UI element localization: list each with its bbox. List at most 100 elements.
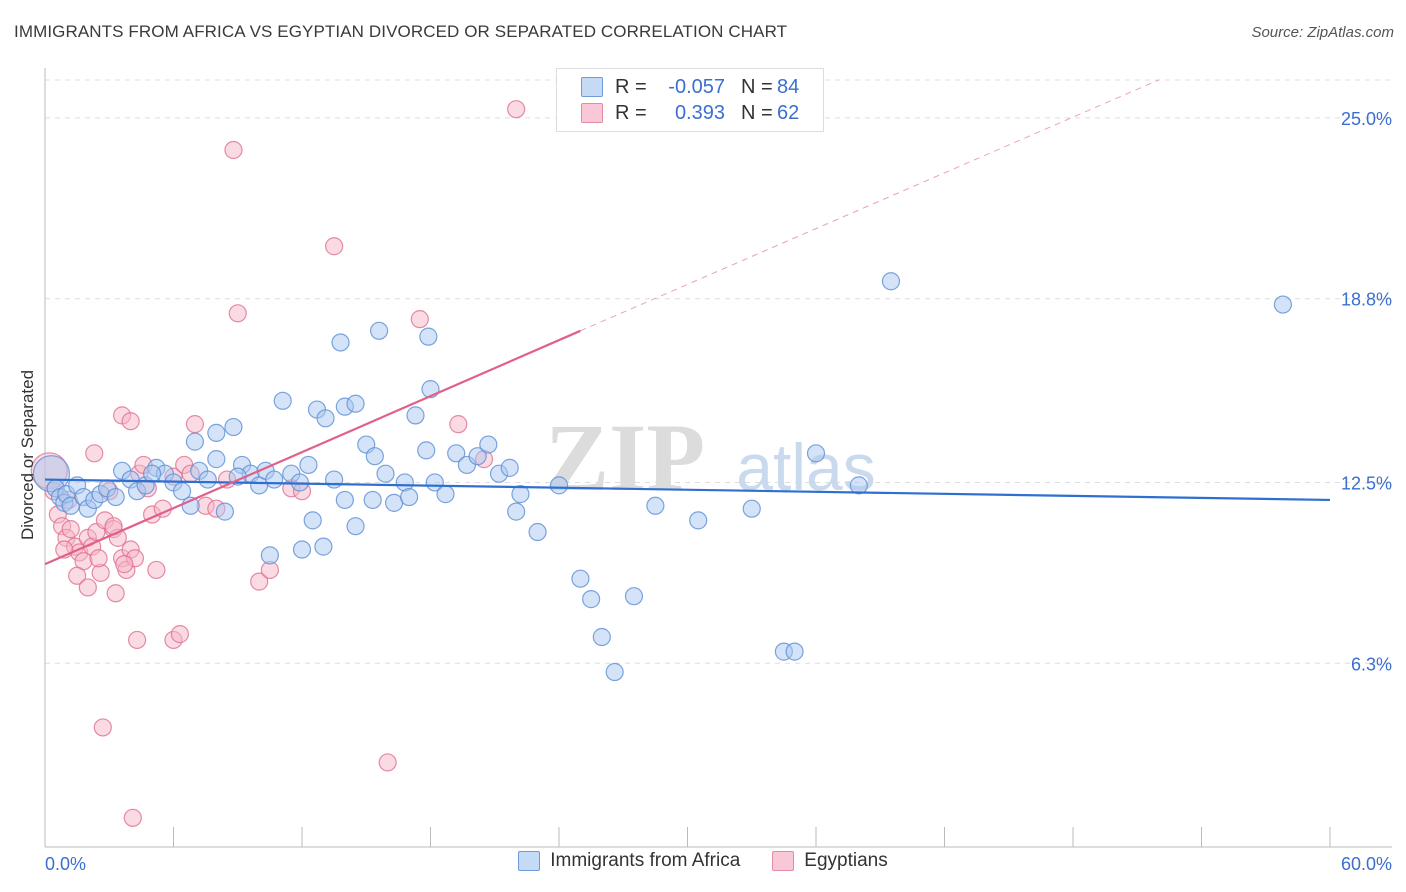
africa-point — [346, 394, 365, 413]
series-legend: Immigrants from Africa Egyptians — [0, 850, 1406, 872]
africa-point — [549, 476, 569, 495]
stats-legend: R = -0.057 N = 84 R = 0.393 N = 62 — [556, 68, 824, 132]
africa-point — [370, 321, 389, 340]
watermark-zip: ZIP — [545, 404, 705, 511]
egyptians-point — [228, 304, 247, 323]
stats-row-egyptians: R = 0.393 N = 62 — [581, 100, 799, 126]
africa-point — [646, 496, 665, 515]
n-value-africa: 84 — [777, 75, 800, 98]
legend-item-africa[interactable]: Immigrants from Africa — [518, 850, 740, 872]
africa-point — [605, 662, 624, 682]
africa-point — [215, 502, 234, 521]
africa-point — [335, 490, 354, 510]
africa-point — [316, 409, 335, 428]
africa-point — [436, 485, 455, 504]
africa-point — [571, 569, 590, 588]
africa-point — [742, 499, 761, 518]
egyptians-point — [89, 549, 108, 568]
r-value-egyptians: 0.393 — [674, 101, 725, 124]
africa-point — [785, 642, 804, 661]
x-tick-label: 0.0% — [45, 854, 86, 874]
egyptians-point — [250, 572, 269, 591]
africa-point — [419, 327, 438, 346]
africa-point — [142, 464, 162, 483]
africa-point — [624, 587, 644, 606]
africa-point — [314, 537, 333, 556]
africa-point — [303, 511, 322, 530]
africa-point — [273, 391, 292, 410]
egyptians-point — [61, 520, 80, 539]
egyptians-point — [106, 584, 125, 603]
africa-point — [399, 487, 419, 507]
x-tick-label: 60.0% — [1341, 854, 1392, 874]
africa-point — [468, 447, 487, 466]
egyptians-point — [170, 625, 190, 644]
egyptians-legend-swatch — [772, 851, 795, 871]
africa-point — [207, 423, 226, 442]
egyptians-point — [185, 415, 205, 434]
africa-point — [507, 502, 526, 521]
africa-point — [582, 590, 601, 609]
africa-point — [881, 272, 901, 291]
africa-point — [207, 450, 226, 469]
africa-point — [363, 490, 382, 510]
legend-label-egyptians: Egyptians — [804, 850, 888, 871]
africa-point — [447, 444, 466, 463]
africa-point — [224, 417, 243, 437]
legend-label-africa: Immigrants from Africa — [550, 850, 741, 871]
africa-point — [511, 485, 530, 504]
africa-trend-line — [44, 478, 1331, 502]
egyptians-point — [78, 578, 97, 597]
africa-point — [1273, 295, 1292, 314]
stats-row-africa: R = -0.057 N = 84 — [581, 74, 799, 100]
africa-point — [592, 627, 611, 647]
grid-lines — [45, 79, 1392, 664]
africa-point — [265, 470, 284, 489]
egyptians-point — [123, 808, 142, 827]
egyptians-point — [410, 310, 429, 329]
africa-legend-swatch — [518, 851, 541, 871]
n-label: N = — [741, 101, 773, 124]
africa-point — [325, 470, 344, 489]
legend-item-egyptians[interactable]: Egyptians — [772, 850, 888, 872]
tick-labels: 6.3% 12.5% 18.8% 25.0% 0.0% 60.0% — [45, 109, 1392, 874]
egyptians-trend-line — [44, 329, 581, 566]
africa-swatch — [581, 77, 603, 97]
egyptians-point — [449, 415, 468, 434]
y-tick-label: 18.8% — [1341, 290, 1392, 310]
africa-point — [260, 546, 279, 565]
egyptians-point — [127, 630, 147, 650]
source-label: Source: ZipAtlas.com — [1251, 24, 1394, 41]
egyptians-swatch — [581, 103, 603, 123]
egyptians-point — [147, 560, 166, 580]
r-label: R = — [615, 101, 647, 124]
y-tick-label: 6.3% — [1351, 654, 1392, 674]
africa-point — [528, 522, 547, 542]
africa-point — [106, 487, 125, 507]
africa-point — [346, 517, 365, 536]
africa-point — [365, 447, 384, 466]
africa-point — [292, 540, 312, 559]
africa-point — [185, 432, 205, 451]
r-value-africa: -0.057 — [668, 75, 725, 98]
egyptians-point — [85, 444, 104, 463]
chart-title: IMMIGRANTS FROM AFRICA VS EGYPTIAN DIVOR… — [14, 22, 788, 41]
africa-point — [689, 511, 708, 530]
africa-point — [500, 458, 519, 477]
africa-point — [849, 476, 868, 495]
egyptians-point — [68, 566, 87, 585]
africa-point — [806, 444, 826, 463]
africa-point — [198, 470, 217, 489]
egyptians-point — [378, 753, 397, 772]
egyptians-point — [325, 237, 344, 256]
africa-point — [417, 441, 436, 460]
r-label: R = — [615, 75, 647, 98]
africa-point — [406, 406, 425, 425]
n-value-egyptians: 62 — [777, 101, 800, 124]
egyptians-point — [507, 100, 526, 119]
y-tick-label: 12.5% — [1341, 473, 1392, 493]
watermark: ZIP atlas — [545, 404, 876, 511]
africa-point — [299, 455, 318, 475]
africa-points — [32, 272, 1292, 682]
